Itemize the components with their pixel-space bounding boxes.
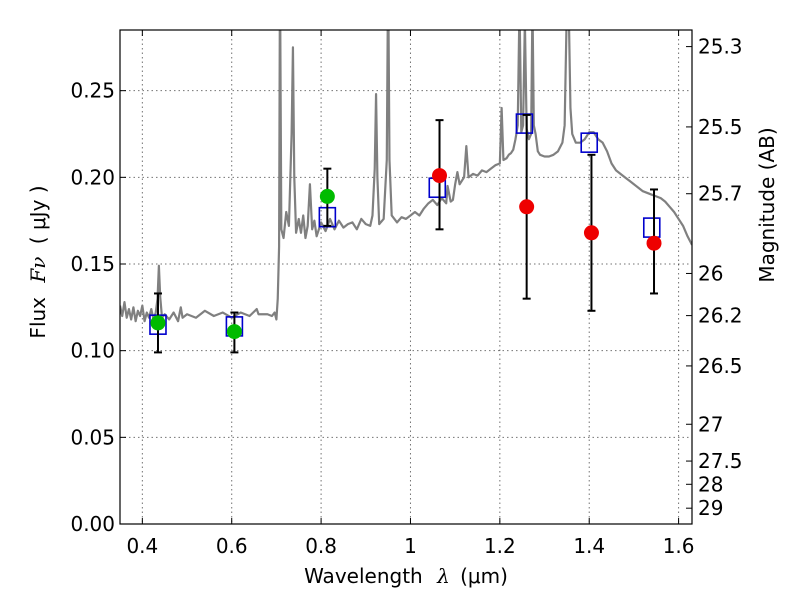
data-markers: [149, 113, 662, 354]
axis-ticks: 0.4 0.6 0.8 1 1.2 1.4 1.6 0.00 0.05 0.10 0.15 0.20 0…: [70, 30, 743, 558]
optical-detection-point: [150, 315, 166, 331]
x-tick-label: 1: [404, 534, 417, 558]
nir-detection-point: [646, 235, 662, 251]
y-tick-label: 0.15: [70, 252, 115, 276]
x-tick-label: 1.2: [484, 534, 516, 558]
y2-tick-label: 26.5: [698, 354, 743, 378]
y-axis-label: Flux Fν ( μJy ): [26, 185, 50, 338]
y2-tick-label: 25.3: [698, 35, 743, 59]
y2-tick-label: 27: [698, 412, 723, 436]
x-tick-label: 0.4: [126, 534, 158, 558]
x-tick-label: 1.6: [663, 534, 695, 558]
nir-detection-point: [432, 168, 448, 184]
y-axis-label-unit: ( μJy ): [26, 185, 50, 244]
y2-tick-label: 26.2: [698, 304, 743, 328]
y-axis-label-prefix: Flux: [26, 297, 50, 339]
optical-detection-point: [319, 188, 335, 204]
grid-lines: [120, 30, 692, 525]
y2-axis-label: Magnitude (AB): [755, 127, 779, 282]
y-axis-label-symbol: Fν: [26, 257, 50, 284]
y-tick-label: 0.20: [70, 165, 115, 189]
x-axis-label-symbol: λ: [436, 564, 450, 588]
y-tick-label: 0.00: [70, 512, 115, 536]
x-axis-label-prefix: Wavelength: [304, 564, 423, 588]
y-tick-label: 0.05: [70, 425, 115, 449]
nir-detection-point: [519, 199, 535, 215]
optical-detection-point: [226, 324, 242, 340]
model-photometry-square: [642, 217, 661, 238]
model-spectrum-line: [120, 30, 692, 323]
x-tick-label: 0.6: [216, 534, 248, 558]
y2-tick-label: 25.5: [698, 115, 743, 139]
y2-tick-label: 28: [698, 472, 723, 496]
y2-tick-label: 25.7: [698, 182, 743, 206]
y-tick-label: 0.25: [70, 79, 115, 103]
x-tick-label: 0.8: [305, 534, 337, 558]
y2-tick-label: 27.5: [698, 449, 743, 473]
x-tick-label: 1.4: [573, 534, 605, 558]
x-axis-label-unit: (μm): [460, 564, 508, 588]
nir-detection-point: [583, 225, 599, 241]
plot-frame: [119, 29, 693, 525]
plot-area: [120, 30, 692, 323]
y2-tick-label: 26: [698, 261, 723, 285]
y-tick-label: 0.10: [70, 339, 115, 363]
y2-tick-label: 29: [698, 496, 723, 520]
model-photometry-square: [580, 132, 599, 153]
x-axis-label: Wavelength λ (μm): [304, 564, 508, 588]
